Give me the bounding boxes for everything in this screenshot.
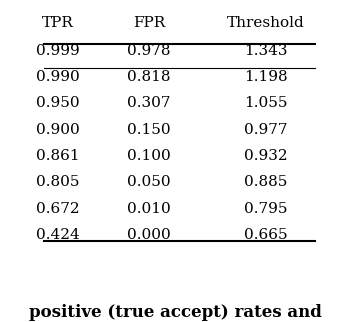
Text: positive (true accept) rates and: positive (true accept) rates and: [29, 304, 321, 321]
